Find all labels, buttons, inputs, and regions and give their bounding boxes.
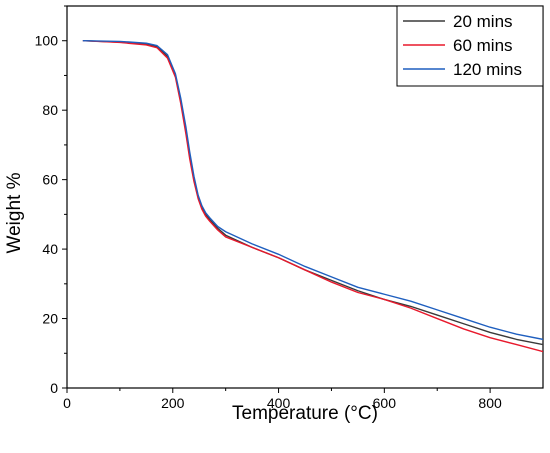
- y-tick-label: 100: [35, 33, 59, 49]
- y-axis-title: Weight %: [4, 172, 25, 253]
- axes-layer: 0 200 400 600 800 0 20 40 60 80 100: [35, 5, 502, 411]
- x-axis-title: Temperature (°C): [232, 403, 378, 424]
- x-tick-label: 200: [161, 395, 185, 411]
- legend: 20 mins 60 mins 120 mins: [396, 5, 544, 87]
- legend-label: 60 mins: [453, 36, 513, 55]
- legend-box: [396, 5, 544, 87]
- series-line-2: [82, 40, 543, 353]
- y-tick-label: 80: [42, 102, 58, 118]
- legend-label: 120 mins: [453, 60, 522, 79]
- y-tick-label: 40: [42, 241, 58, 257]
- plot-area: [66, 5, 544, 389]
- series-layer: [82, 40, 543, 353]
- y-tick-label: 20: [42, 311, 58, 327]
- x-tick-label: 400: [267, 395, 291, 411]
- y-tick-label: 60: [42, 172, 58, 188]
- series-line-3: [82, 40, 543, 341]
- x-tick-label: 800: [478, 395, 502, 411]
- legend-label: 20 mins: [453, 12, 513, 31]
- x-tick-label: 0: [63, 395, 71, 411]
- x-tick-label: 600: [373, 395, 397, 411]
- y-tick-label: 0: [50, 380, 58, 396]
- plot-frame: [66, 5, 544, 389]
